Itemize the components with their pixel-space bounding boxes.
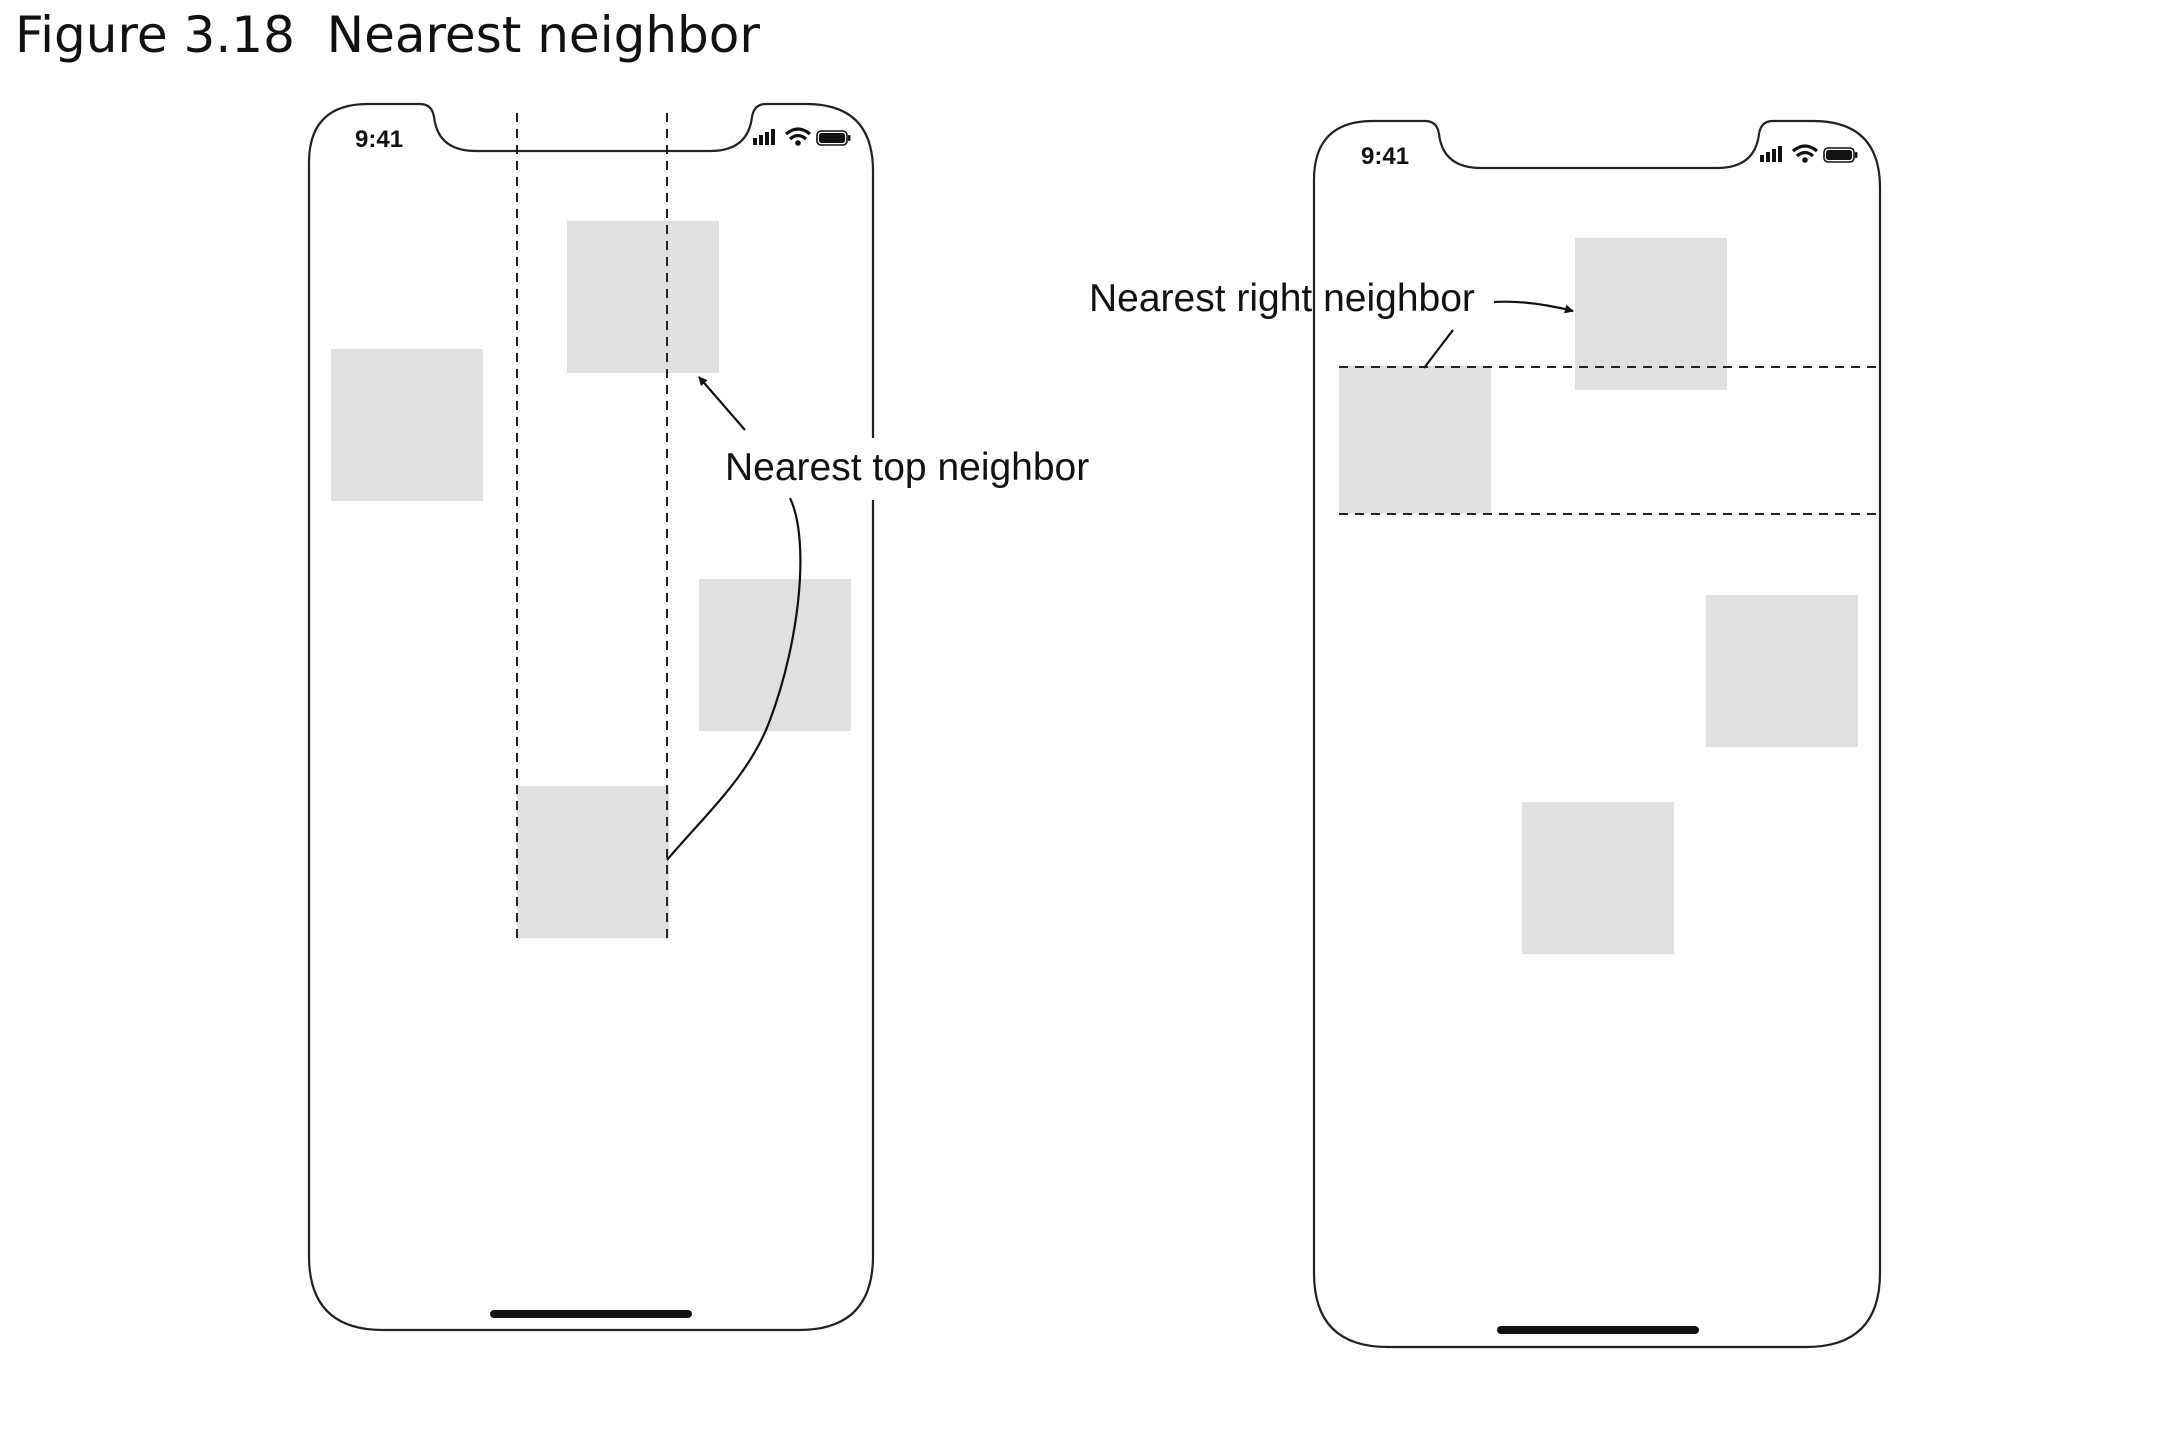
home-indicator bbox=[490, 1310, 692, 1318]
phone-frame-right-neighbor: 9:41 Nearest right neighbor bbox=[1089, 119, 1882, 1349]
battery-icon bbox=[1823, 147, 1858, 163]
callout-arrow bbox=[698, 376, 746, 431]
callout-leader-line bbox=[1423, 329, 1454, 369]
wifi-icon bbox=[784, 127, 812, 146]
tile-nearest-top-neighbor bbox=[567, 221, 719, 373]
tile bbox=[331, 349, 483, 501]
wifi-icon bbox=[1791, 144, 1819, 163]
battery-icon bbox=[816, 130, 851, 146]
status-time: 9:41 bbox=[355, 126, 403, 153]
tile-focused bbox=[1339, 366, 1491, 514]
callout-backdrop bbox=[711, 438, 1115, 500]
tile bbox=[1522, 802, 1674, 954]
tile bbox=[1706, 595, 1858, 747]
tile-focused bbox=[517, 786, 669, 938]
phone-frame-top-neighbor: 9:41 Nearest top neighbor bbox=[307, 102, 1115, 1332]
figure-caption: Figure 3.18 Nearest neighbor bbox=[15, 6, 760, 64]
status-time: 9:41 bbox=[1361, 143, 1409, 170]
tile-nearest-right-neighbor bbox=[1575, 238, 1727, 390]
cellular-signal-icon bbox=[1760, 146, 1782, 162]
cellular-signal-icon bbox=[753, 129, 775, 145]
callout-nearest-top-neighbor: Nearest top neighbor bbox=[725, 446, 1089, 489]
callout-nearest-right-neighbor: Nearest right neighbor bbox=[1089, 277, 1475, 320]
callout-arrow bbox=[1493, 300, 1574, 314]
home-indicator bbox=[1497, 1326, 1699, 1334]
callout-leader-curve bbox=[666, 497, 802, 861]
